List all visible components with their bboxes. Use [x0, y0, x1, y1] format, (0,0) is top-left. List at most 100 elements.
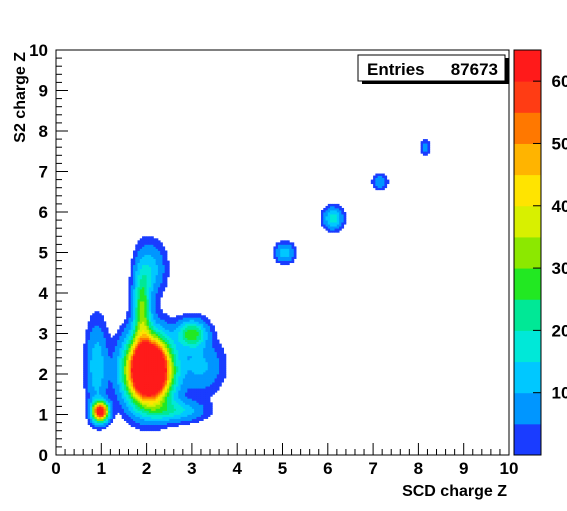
heatmap-cells [83, 139, 431, 432]
heatmap-cell [291, 252, 295, 255]
heatmap-cell [341, 207, 345, 211]
heatmap-cell [101, 416, 104, 419]
heatmap-cell [96, 371, 100, 375]
heatmap-cell [144, 365, 148, 369]
heatmap-cell [151, 390, 154, 393]
heatmap-cell [92, 402, 95, 405]
heatmap-cell [135, 307, 138, 310]
heatmap-cell [103, 351, 107, 355]
heatmap-cell [198, 408, 202, 411]
heatmap-cell [180, 400, 184, 403]
heatmap-cell [148, 311, 152, 314]
heatmap-cell [343, 220, 347, 223]
heatmap-cell [277, 248, 281, 251]
heatmap-cell [191, 376, 195, 379]
heatmap-cell [135, 343, 138, 347]
heatmap-cell [99, 424, 102, 428]
heatmap-cell [139, 307, 143, 310]
heatmap-cell [332, 226, 335, 229]
heatmap-cell [157, 282, 161, 286]
heatmap-cell [280, 248, 283, 251]
heatmap-cell [146, 278, 150, 282]
heatmap-cell [162, 341, 166, 345]
heatmap-cell [153, 371, 157, 375]
heatmap-cell [108, 365, 111, 369]
heatmap-cell [153, 361, 157, 365]
heatmap-cell [155, 367, 159, 371]
heatmap-cell [219, 374, 222, 377]
heatmap-cell [139, 284, 143, 288]
heatmap-cell [194, 333, 197, 336]
heatmap-cell [207, 398, 211, 401]
heatmap-cell [108, 392, 111, 395]
heatmap-cell [146, 357, 150, 361]
heatmap-cell [157, 376, 161, 379]
heatmap-cell [189, 343, 193, 347]
heatmap-cell [87, 349, 91, 353]
heatmap-cell [89, 394, 93, 397]
heatmap-cell [162, 408, 166, 411]
heatmap-cell [160, 264, 163, 268]
heatmap-cell [144, 331, 148, 334]
heatmap-cell [142, 410, 145, 413]
heatmap-cell [148, 408, 152, 411]
heatmap-cell [108, 420, 111, 423]
heatmap-cell [191, 412, 195, 415]
heatmap-cell [196, 382, 200, 385]
heatmap-cell [422, 139, 426, 142]
heatmap-cell [108, 416, 111, 419]
heatmap-cell [160, 266, 163, 270]
heatmap-cell [105, 414, 109, 417]
heatmap-cell [189, 321, 193, 324]
heatmap-cell [182, 363, 186, 367]
heatmap-cell [200, 317, 204, 320]
heatmap-cell [169, 339, 172, 342]
heatmap-cell [334, 209, 338, 213]
heatmap-cell [101, 382, 104, 385]
heatmap-cell [110, 398, 114, 401]
heatmap-cell [142, 416, 145, 419]
heatmap-cell [139, 299, 143, 302]
heatmap-cell [121, 327, 125, 330]
heatmap-cell [142, 422, 145, 426]
heatmap-cell [133, 319, 136, 322]
heatmap-cell [194, 394, 197, 397]
heatmap-cell [137, 256, 141, 259]
heatmap-cell [176, 374, 179, 377]
heatmap-cell [99, 404, 102, 407]
heatmap-cell [96, 319, 100, 322]
heatmap-cell [223, 357, 227, 361]
heatmap-cell [101, 408, 104, 411]
heatmap-cell [169, 363, 172, 367]
heatmap-cell [96, 365, 100, 369]
heatmap-cell [117, 347, 120, 351]
heatmap-cell [128, 392, 132, 395]
heatmap-cell [126, 371, 129, 375]
heatmap-cell [382, 179, 385, 183]
heatmap-cell [119, 351, 123, 355]
heatmap-cell [103, 376, 107, 379]
heatmap-cell [130, 329, 134, 332]
heatmap-cell [144, 264, 148, 268]
heatmap-cell [214, 349, 218, 353]
heatmap-cell [155, 357, 159, 361]
heatmap-cell [214, 363, 218, 367]
heatmap-cell [166, 264, 170, 268]
heatmap-cell [148, 422, 152, 426]
heatmap-cell [153, 331, 157, 334]
heatmap-cell [176, 390, 179, 393]
heatmap-cell [164, 363, 168, 367]
heatmap-cell [330, 228, 333, 231]
heatmap-cell [153, 339, 157, 342]
heatmap-cell [200, 392, 204, 395]
heatmap-cell [160, 309, 163, 312]
heatmap-cell [87, 371, 91, 375]
heatmap-cell [275, 250, 279, 253]
heatmap-cell [110, 337, 114, 340]
heatmap-cell [153, 394, 157, 397]
heatmap-cell [103, 406, 107, 409]
heatmap-cell [89, 359, 93, 363]
heatmap-cell [275, 256, 279, 259]
heatmap-cell [155, 272, 159, 276]
x-tick-label: 7 [368, 459, 377, 478]
